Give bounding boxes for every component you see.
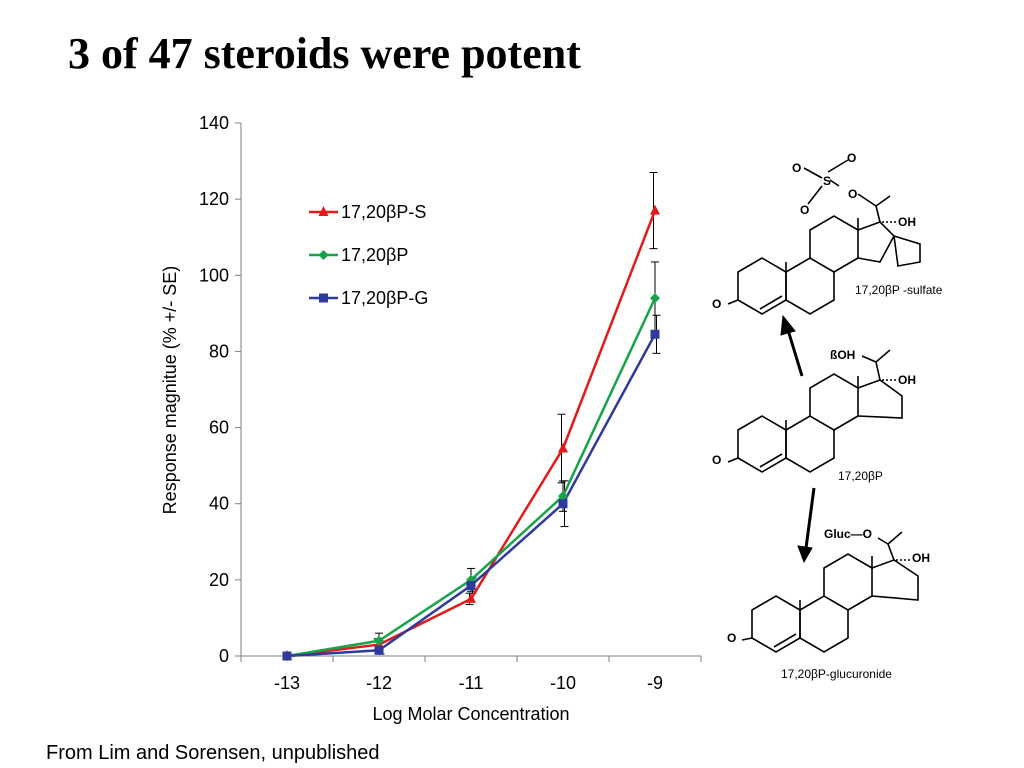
data-point — [558, 491, 568, 502]
parent-ketone-o: O — [712, 453, 721, 467]
x-tick-label: -13 — [274, 673, 300, 693]
x-tick-label: -10 — [550, 673, 576, 693]
sulfate-o2: O — [847, 151, 856, 165]
sulfate-o1: O — [792, 161, 801, 175]
y-tick-label: 20 — [209, 570, 229, 590]
data-point — [282, 651, 292, 661]
sulfate-s: S — [823, 174, 831, 188]
y-tick-label: 120 — [199, 189, 229, 209]
data-point — [374, 635, 384, 646]
slide-title: 3 of 47 steroids were potent — [68, 29, 581, 78]
sulfate-ketone-o: O — [712, 297, 721, 311]
legend-swatch-marker — [318, 206, 329, 216]
y-tick-label: 140 — [199, 113, 229, 133]
structure-parent-labels: ßOH OH O 17,20βP — [712, 348, 916, 483]
data-point — [466, 592, 476, 603]
glucuronide-oh: OH — [912, 551, 930, 565]
parent-betaoh: ßOH — [830, 348, 855, 362]
structure-glucuronide-labels: Gluc—O OH O 17,20βP-glucuronide — [727, 527, 930, 681]
y-tick-label: 60 — [209, 418, 229, 438]
source-footnote: From Lim and Sorensen, unpublished — [46, 742, 380, 764]
chart: 0 20 40 60 80 100 120 140 -13 -12 -11 -10 -9 Log Mo… — [160, 113, 702, 724]
legend-swatch-marker — [319, 293, 328, 303]
x-ticks: -13 -12 -11 -10 -9 — [240, 656, 702, 693]
x-tick-label: -11 — [459, 673, 484, 693]
y-tick-label: 100 — [199, 265, 229, 285]
data-point — [650, 293, 660, 304]
glucuronide-gluc: Gluc—O — [824, 527, 872, 541]
data-point — [466, 581, 476, 591]
legend-entry: 17,20βP-G — [341, 288, 428, 308]
data-point — [558, 499, 568, 509]
data-point — [374, 645, 384, 655]
structure-sulfate — [727, 159, 921, 315]
data-point — [558, 442, 568, 453]
y-tick-label: 0 — [219, 646, 229, 666]
legend-entry: 17,20βP-S — [341, 202, 426, 222]
series-line — [286, 333, 657, 658]
parent-oh: OH — [898, 373, 916, 387]
structure-glucuronide — [741, 531, 919, 653]
x-tick-label: -9 — [647, 673, 663, 693]
glucuronide-caption: 17,20βP-glucuronide — [781, 667, 892, 681]
legend-entry: 17,20βP — [341, 245, 408, 265]
y-ticks: 0 20 40 60 80 100 120 140 — [199, 113, 241, 666]
error-bars — [373, 171, 661, 655]
sulfate-o3: O — [848, 187, 857, 201]
sulfate-caption: 17,20βP -sulfate — [855, 283, 943, 297]
series-markers — [282, 204, 660, 661]
arrow-to-glucuronide — [797, 487, 816, 564]
structure-parent — [727, 349, 903, 473]
y-tick-label: 80 — [209, 341, 229, 361]
data-point — [650, 329, 660, 339]
structure-sulfate-labels: O O S O O OH O 17,20βP -sulfate — [712, 151, 943, 311]
sulfate-o4: O — [800, 203, 809, 217]
y-axis-label: Response magnitue (% +/- SE) — [160, 266, 180, 515]
glucuronide-ketone-o: O — [727, 631, 736, 645]
arrow-to-sulfate — [780, 314, 804, 377]
x-axis-label: Log Molar Concentration — [372, 704, 569, 724]
parent-caption: 17,20βP — [838, 469, 883, 483]
legend: 17,20βP-S 17,20βP 17,20βP-G — [309, 202, 428, 308]
data-point — [650, 204, 660, 215]
x-tick-label: -12 — [366, 673, 392, 693]
sulfate-oh: OH — [898, 215, 916, 229]
y-tick-label: 40 — [209, 494, 229, 514]
legend-swatch-marker — [318, 250, 329, 260]
